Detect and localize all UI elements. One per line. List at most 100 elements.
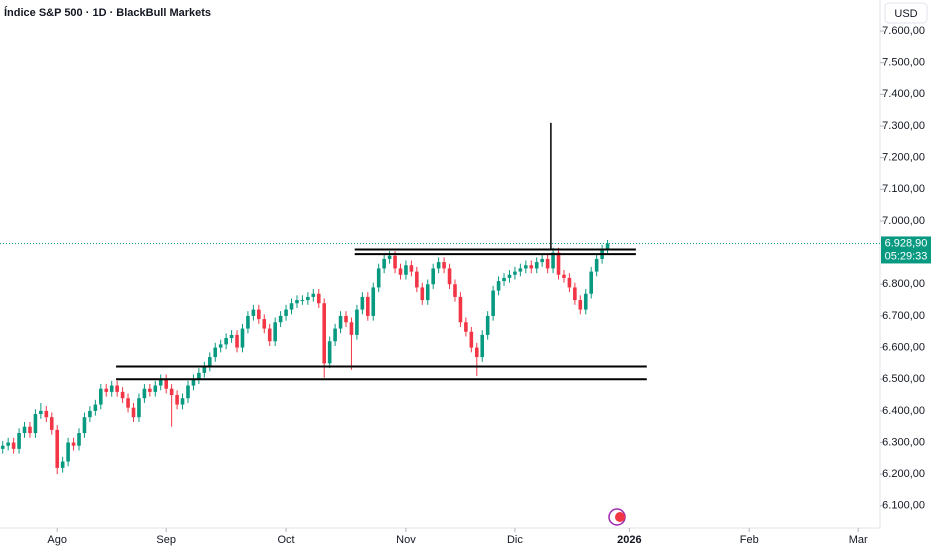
y-tick-label: 7.600,00 [882, 25, 925, 37]
candle-body [464, 322, 468, 332]
candle-body [142, 388, 147, 399]
candle-body [556, 252, 561, 275]
last-price-badge [881, 236, 931, 264]
candle-body [284, 309, 288, 316]
candle-body [458, 296, 463, 323]
candle-body [513, 271, 517, 275]
x-tick-label: Ago [47, 534, 67, 546]
candle-body [137, 398, 141, 418]
candle-body [447, 268, 452, 285]
candle-body [191, 379, 196, 386]
candle-body [409, 265, 414, 272]
candle-body [605, 243, 610, 250]
candle-body [218, 344, 223, 348]
candle-body [44, 410, 49, 418]
candle-body [306, 296, 310, 301]
candle-body [485, 315, 490, 335]
candle-body [453, 284, 457, 297]
candle-body [6, 442, 10, 446]
candle-body [360, 296, 365, 310]
candle-body [273, 322, 277, 342]
candle-body [507, 274, 512, 278]
y-tick-label: 7.200,00 [882, 152, 925, 164]
candle-body [109, 385, 114, 392]
candle-body [404, 265, 408, 275]
candle-body [393, 255, 397, 269]
candle-body [491, 290, 495, 316]
countdown: 05:29:33 [885, 250, 928, 262]
x-tick-label: 2026 [617, 534, 641, 546]
candle-body [289, 303, 294, 310]
candle-body [148, 388, 152, 392]
candle-body [496, 281, 501, 291]
candle-body [529, 265, 534, 269]
y-tick-label: 6.500,00 [882, 373, 925, 385]
y-tick-label: 7.500,00 [882, 57, 925, 69]
candle-body [415, 271, 419, 288]
candle-body [316, 293, 321, 304]
candle-body [104, 388, 109, 392]
candle-body [322, 303, 327, 364]
candle-body [77, 433, 81, 446]
y-tick-label: 7.400,00 [882, 88, 925, 100]
candle-body [71, 442, 76, 446]
candle-body [594, 258, 599, 272]
candle-body [311, 293, 316, 297]
candle-body [66, 442, 70, 462]
candle-body [11, 442, 16, 449]
candle-body [88, 410, 92, 418]
candle-body [229, 334, 234, 339]
candle-body [169, 388, 174, 396]
candle-body [213, 347, 218, 358]
candle-body [518, 268, 523, 272]
candle-body [115, 385, 119, 392]
candle-body [398, 268, 403, 275]
candle-body [420, 287, 425, 301]
candle-body [344, 315, 348, 323]
candle-body [49, 417, 54, 430]
candle-body [39, 410, 43, 415]
candle-body [33, 414, 38, 434]
candle-body [431, 268, 435, 285]
candle-body [120, 391, 125, 399]
candle-body [207, 357, 212, 367]
candle-body [99, 388, 103, 405]
candle-body [235, 334, 239, 348]
candle-body [480, 334, 485, 358]
candle-body [28, 426, 32, 434]
last-price-label: 6.928,90 [885, 237, 928, 249]
candle-body [126, 398, 130, 408]
candle-body [186, 385, 190, 399]
candle-body [60, 461, 65, 468]
candle-body [338, 315, 343, 329]
candle-body [93, 404, 98, 411]
candle-body [534, 262, 539, 269]
candle-body [246, 315, 250, 329]
candle-body [425, 284, 430, 301]
candle-body [224, 338, 228, 345]
currency-button[interactable] [884, 2, 928, 24]
candle-body [240, 328, 245, 348]
candle-body [502, 277, 506, 282]
x-tick-label: Dic [507, 534, 523, 546]
candle-body [371, 287, 376, 316]
candle-body [589, 271, 594, 294]
candle-body [355, 309, 359, 335]
x-tick-label: Mar [849, 534, 868, 546]
x-tick-label: Sep [156, 534, 176, 546]
candle-body [382, 258, 386, 269]
currency[interactable]: USD [894, 8, 917, 20]
candle-body [82, 417, 87, 434]
y-tick-label: 6.700,00 [882, 310, 925, 322]
candle-body [164, 379, 168, 389]
candle-body [387, 255, 392, 259]
y-tick-label: 6.200,00 [882, 468, 925, 480]
candle-body [376, 268, 381, 288]
y-tick-label: 6.100,00 [882, 500, 925, 512]
candle-body [567, 277, 572, 288]
y-tick-label: 6.800,00 [882, 278, 925, 290]
y-tick-label: 6.300,00 [882, 436, 925, 448]
candle-body [22, 426, 27, 434]
